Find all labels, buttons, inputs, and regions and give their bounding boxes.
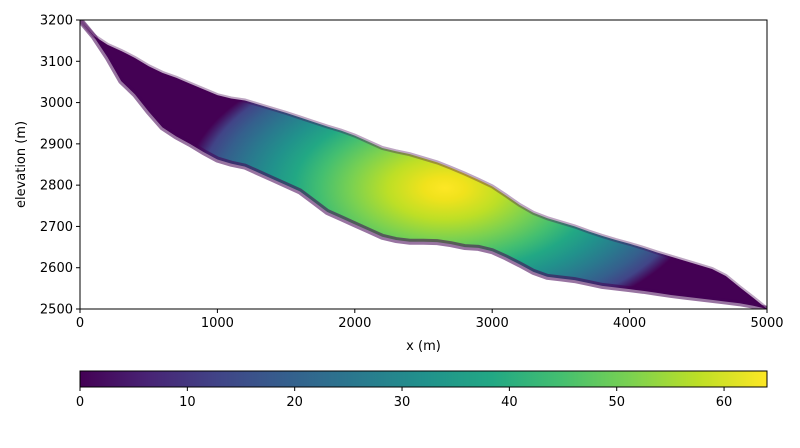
colorbar-gradient <box>80 371 767 387</box>
y-tick-label: 2800 <box>40 179 73 194</box>
colorbar-tick-label: 10 <box>179 395 196 410</box>
glacier-area <box>80 20 767 309</box>
x-tick-label: 3000 <box>476 316 509 331</box>
y-tick-label: 2900 <box>40 137 73 152</box>
colorbar-tick-label: 50 <box>608 395 625 410</box>
colorbar-tick-label: 0 <box>76 395 84 410</box>
x-tick-label: 1000 <box>201 316 234 331</box>
colorbar-tick-label: 30 <box>394 395 411 410</box>
surface-edge-shading <box>80 20 767 309</box>
x-tick-label: 0 <box>76 316 84 331</box>
y-tick-label: 2700 <box>40 220 73 235</box>
colorbar: 0 10 20 30 40 50 60 <box>76 370 768 410</box>
colorbar-ticks: 0 10 20 30 40 50 60 <box>76 387 732 410</box>
x-tick-label: 5000 <box>750 316 783 331</box>
bed-edge-shading <box>80 20 767 309</box>
y-tick-label: 3000 <box>40 96 73 111</box>
y-axis: 2500 2600 2700 2800 2900 3000 3100 3200 <box>40 14 80 318</box>
colorbar-frame <box>79 370 768 388</box>
y-tick-label: 2600 <box>40 261 73 276</box>
y-tick-label: 2500 <box>40 303 73 318</box>
colorbar-tick-label: 40 <box>501 395 518 410</box>
x-axis-label: x (m) <box>406 339 441 354</box>
y-tick-label: 3200 <box>40 14 73 29</box>
x-axis: 0 1000 2000 3000 4000 5000 <box>76 309 784 331</box>
colorbar-tick-label: 20 <box>286 395 303 410</box>
x-tick-label: 4000 <box>613 316 646 331</box>
axes-frame <box>79 19 768 310</box>
y-tick-label: 3100 <box>40 55 73 70</box>
x-tick-label: 2000 <box>338 316 371 331</box>
y-axis-label: elevation (m) <box>14 121 29 208</box>
colorbar-tick-label: 60 <box>716 395 733 410</box>
plot-area <box>80 20 767 309</box>
